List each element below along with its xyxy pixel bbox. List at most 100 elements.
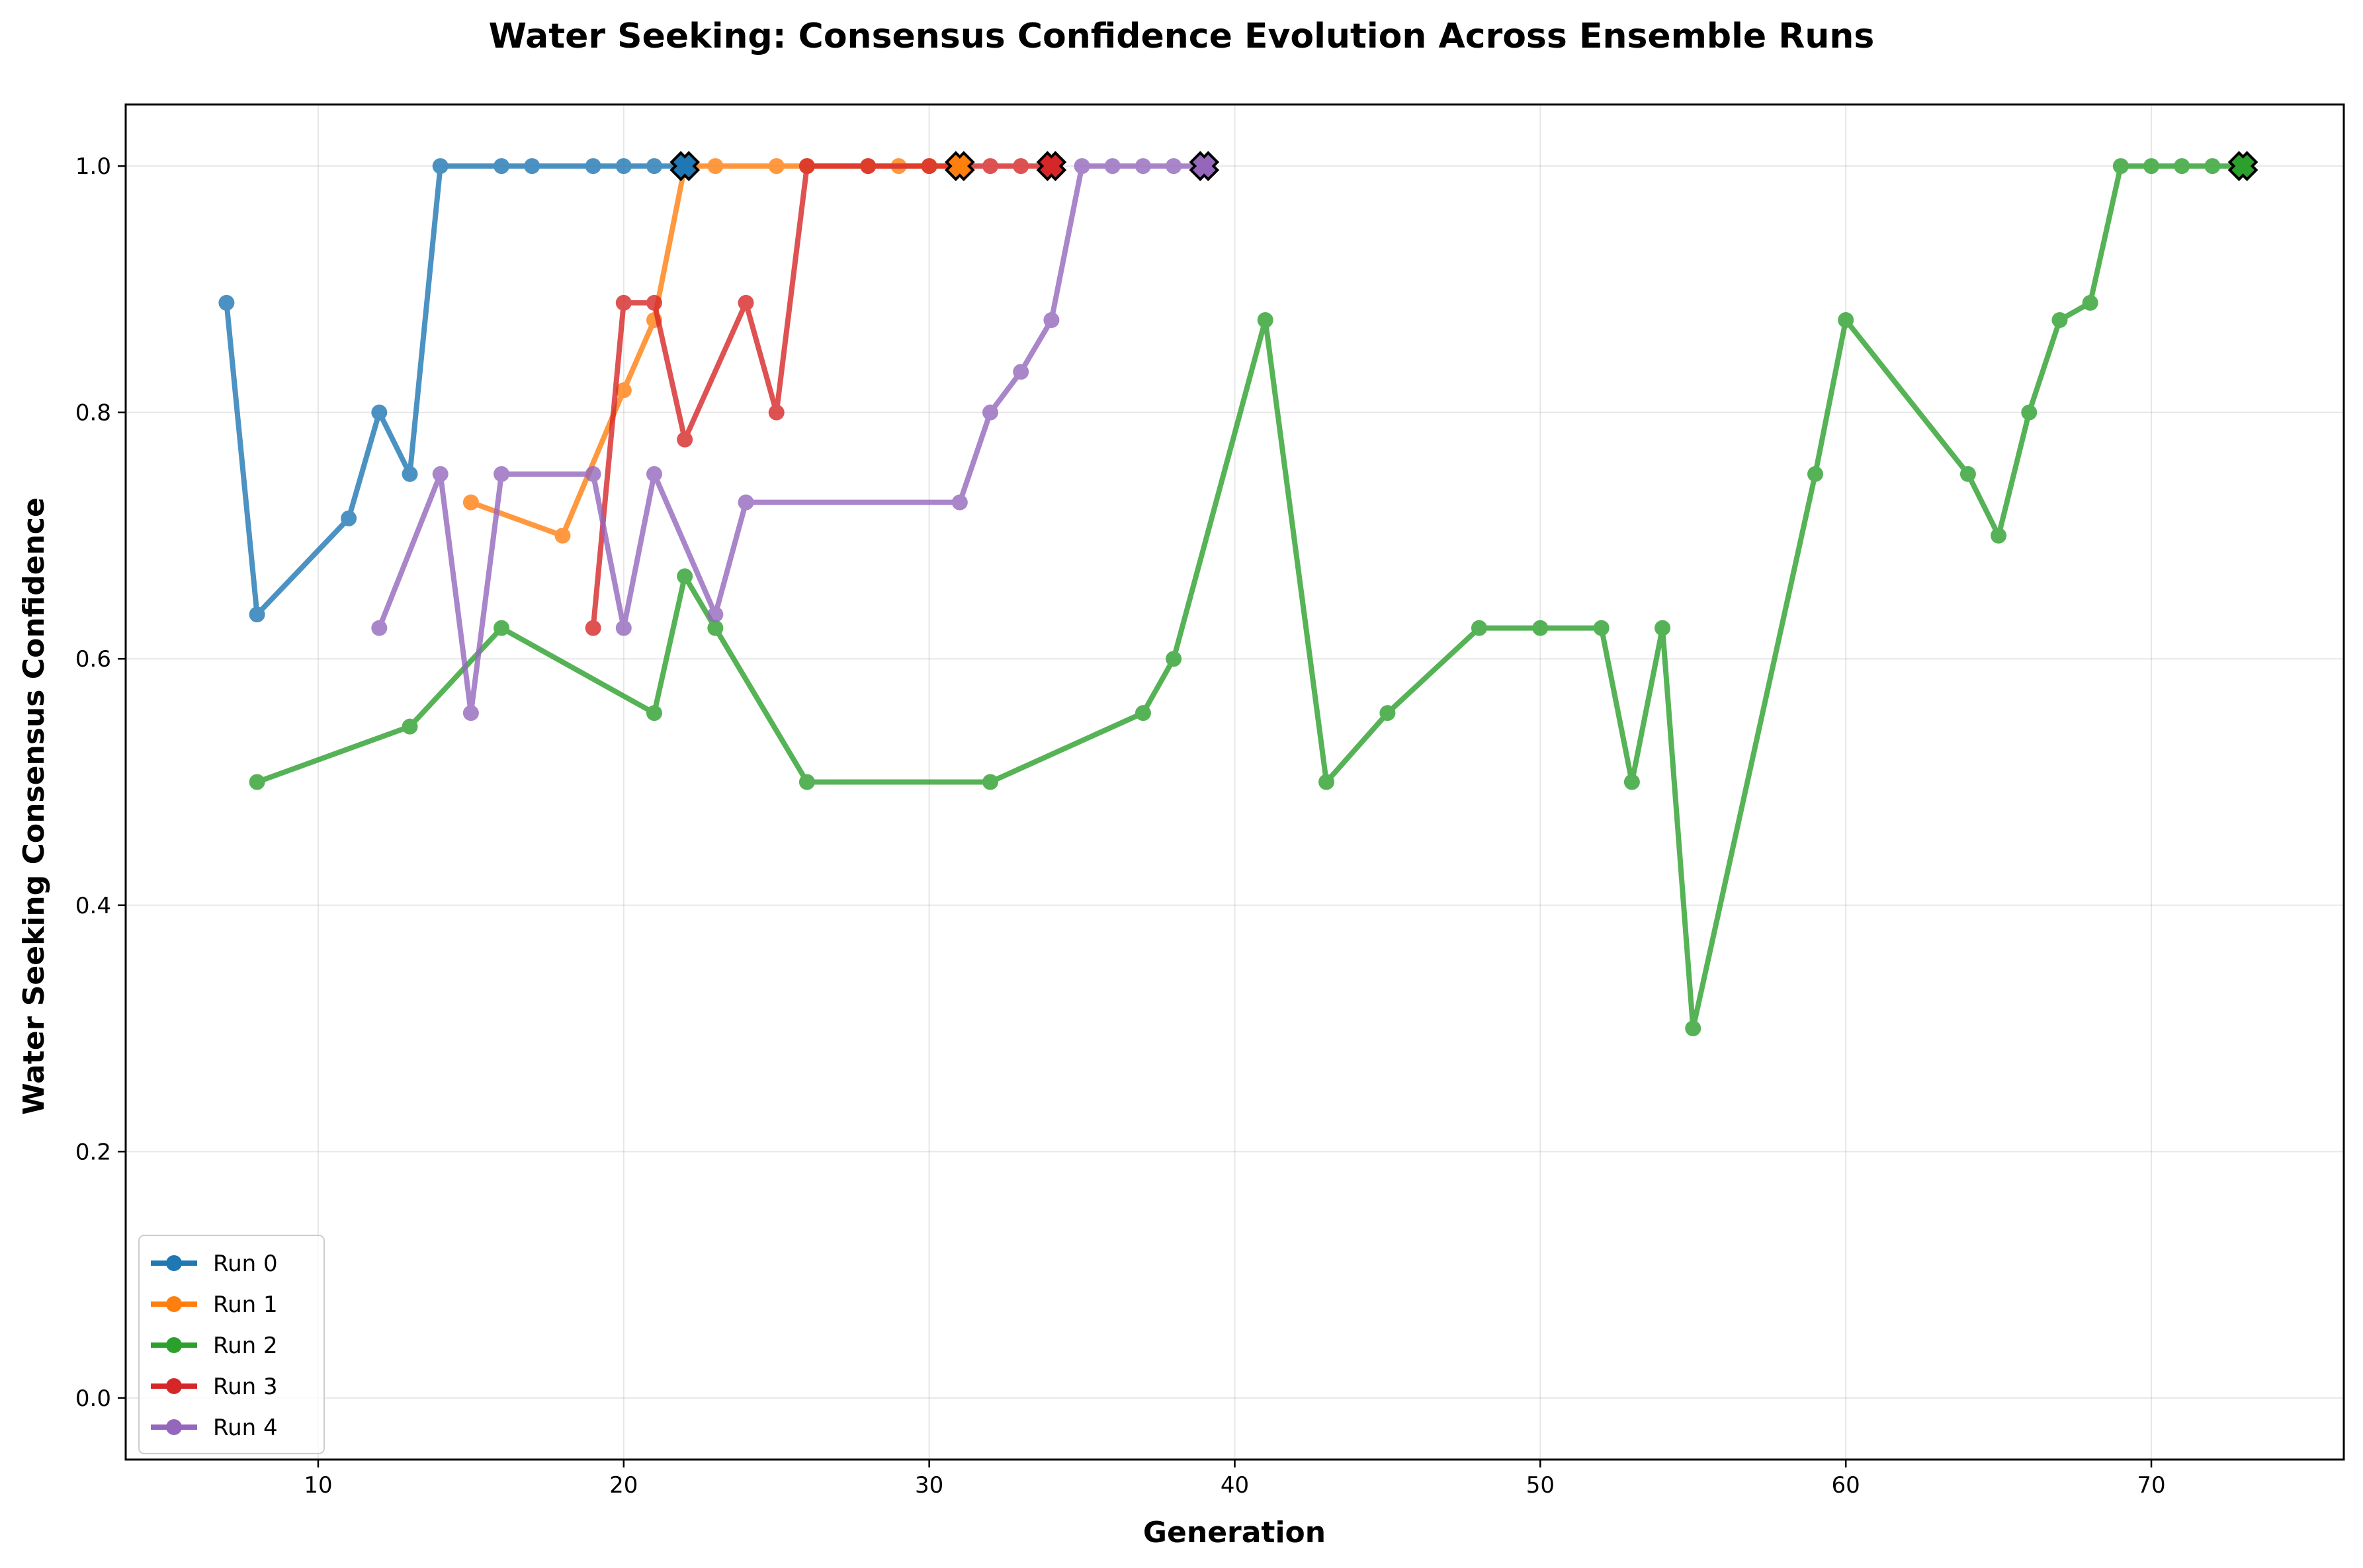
- chart-title: Water Seeking: Consensus Confidence Evol…: [489, 17, 1875, 56]
- data-point: [554, 527, 571, 544]
- series-run-1: [462, 158, 968, 544]
- data-point: [1318, 774, 1335, 790]
- data-point: [1013, 364, 1029, 380]
- data-point: [2143, 158, 2160, 175]
- data-point: [738, 494, 754, 511]
- data-point: [982, 158, 999, 175]
- series-layer: [218, 151, 2258, 1037]
- legend-label: Run 4: [213, 1415, 278, 1441]
- data-point: [402, 466, 418, 482]
- data-point: [462, 494, 479, 511]
- data-point: [585, 620, 601, 636]
- data-point: [615, 294, 632, 311]
- data-point: [921, 158, 937, 175]
- x-tick-label: 60: [1832, 1472, 1860, 1499]
- data-point: [1379, 705, 1396, 722]
- data-point: [494, 158, 510, 175]
- legend-label: Run 2: [213, 1333, 278, 1359]
- data-point: [2082, 294, 2098, 311]
- data-point: [982, 774, 999, 790]
- final-marker-run-4: [1189, 151, 1220, 181]
- series-line: [590, 163, 1054, 631]
- x-tick-label: 40: [1221, 1472, 1249, 1499]
- x-tick-label: 20: [609, 1472, 638, 1499]
- y-tick-label: 0.6: [75, 646, 111, 673]
- data-point: [249, 774, 265, 790]
- data-point: [615, 158, 632, 175]
- legend-entry-run-2: Run 2: [151, 1333, 278, 1359]
- final-marker-run-0: [669, 151, 701, 181]
- data-point: [2112, 158, 2129, 175]
- legend-marker: [166, 1378, 182, 1394]
- data-point: [1471, 620, 1487, 636]
- data-point: [1166, 651, 1182, 667]
- data-point: [707, 606, 724, 623]
- x-tick-label: 50: [1526, 1472, 1555, 1499]
- legend-marker: [166, 1255, 182, 1271]
- data-point: [707, 620, 724, 636]
- series-run-0: [218, 158, 693, 623]
- data-point: [1135, 158, 1151, 175]
- data-point: [707, 158, 724, 175]
- data-point: [646, 294, 662, 311]
- data-point: [1807, 466, 1824, 482]
- data-point: [646, 158, 662, 175]
- legend-entry-run-1: Run 1: [151, 1292, 278, 1318]
- data-point: [1623, 774, 1640, 790]
- data-point: [402, 718, 418, 735]
- data-point: [798, 158, 815, 175]
- data-point: [1654, 620, 1671, 636]
- data-point: [615, 620, 632, 636]
- data-point: [218, 294, 235, 311]
- grid: [126, 104, 2344, 1460]
- data-point: [249, 606, 265, 623]
- data-point: [494, 466, 510, 482]
- y-tick-label: 0.4: [75, 893, 111, 919]
- data-point: [432, 466, 449, 482]
- y-tick-label: 0.0: [75, 1385, 111, 1412]
- legend-frame: [138, 1235, 325, 1454]
- final-marker-run-3: [1036, 151, 1067, 181]
- final-marker-run-1: [945, 151, 975, 181]
- data-point: [1043, 311, 1060, 328]
- data-point: [2174, 158, 2190, 175]
- data-point: [524, 158, 540, 175]
- data-point: [1959, 466, 1976, 482]
- data-point: [982, 404, 999, 421]
- data-point: [1074, 158, 1090, 175]
- data-point: [432, 158, 449, 175]
- data-point: [1104, 158, 1121, 175]
- x-tick-label: 30: [915, 1472, 943, 1499]
- data-point: [951, 494, 968, 511]
- data-point: [860, 158, 877, 175]
- legend-entry-run-0: Run 0: [151, 1251, 278, 1277]
- data-point: [646, 705, 662, 722]
- data-point: [1838, 311, 1854, 328]
- series-run-3: [585, 158, 1060, 636]
- data-point: [677, 568, 693, 585]
- legend-marker: [166, 1419, 182, 1435]
- x-tick-label: 70: [2137, 1472, 2165, 1499]
- x-axis-label: Generation: [1143, 1516, 1326, 1549]
- data-point: [677, 431, 693, 448]
- series-line: [468, 163, 963, 538]
- y-tick-label: 0.2: [75, 1139, 111, 1165]
- data-point: [1135, 705, 1151, 722]
- data-point: [768, 404, 785, 421]
- series-line: [254, 163, 2246, 1032]
- data-point: [585, 466, 601, 482]
- data-point: [1685, 1020, 1701, 1037]
- data-point: [371, 620, 388, 636]
- legend-label: Run 3: [213, 1374, 278, 1400]
- data-point: [494, 620, 510, 636]
- legend-label: Run 0: [213, 1251, 278, 1277]
- x-tick-label: 10: [304, 1472, 332, 1499]
- data-point: [768, 158, 785, 175]
- series-run-2: [249, 158, 2251, 1037]
- data-point: [1532, 620, 1549, 636]
- data-point: [2204, 158, 2221, 175]
- legend-entry-run-3: Run 3: [151, 1374, 278, 1400]
- data-point: [615, 382, 632, 399]
- legend-marker: [166, 1296, 182, 1312]
